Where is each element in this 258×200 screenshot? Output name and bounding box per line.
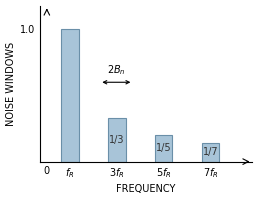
Bar — [202, 143, 219, 162]
Text: $2B_n$: $2B_n$ — [107, 63, 126, 77]
Bar — [155, 135, 172, 162]
Bar — [61, 29, 79, 162]
Text: 1/5: 1/5 — [156, 143, 172, 153]
Bar — [108, 118, 126, 162]
Text: 1/7: 1/7 — [203, 147, 218, 157]
Y-axis label: NOISE WINDOWS: NOISE WINDOWS — [6, 42, 15, 126]
Text: 1/3: 1/3 — [109, 135, 125, 145]
X-axis label: FREQUENCY: FREQUENCY — [116, 184, 176, 194]
